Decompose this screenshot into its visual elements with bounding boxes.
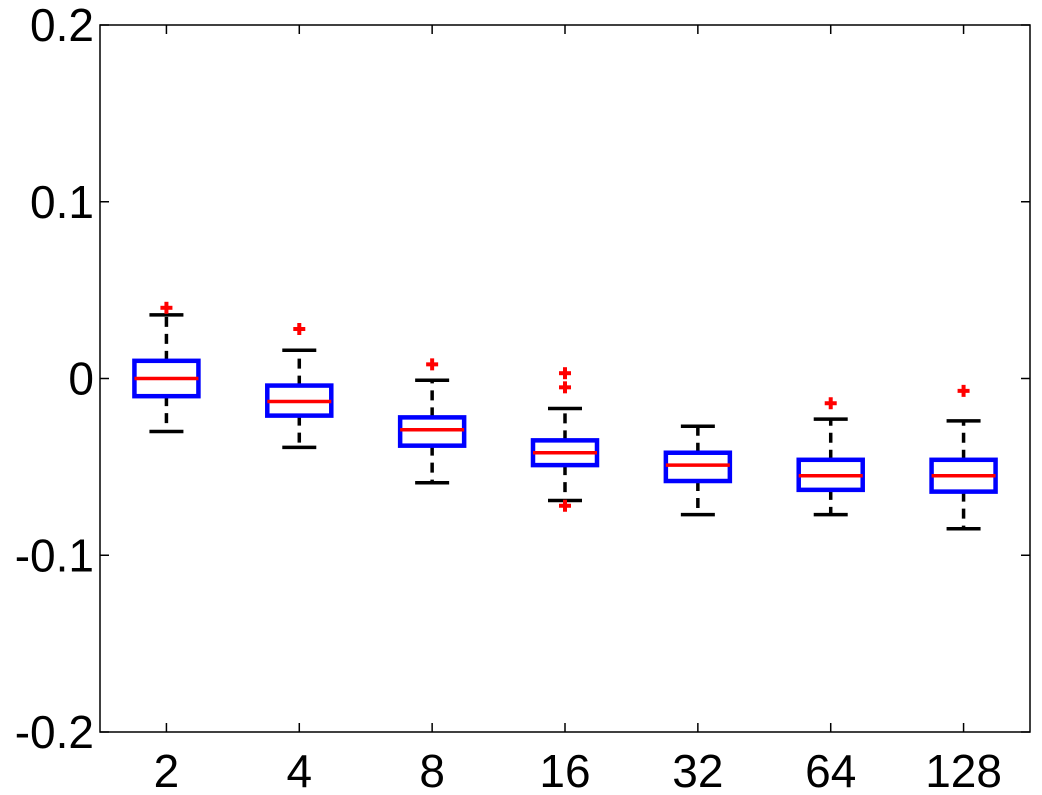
outlier-marker [559, 381, 571, 394]
x-tick-label: 4 [286, 745, 312, 795]
box-group-32 [663, 424, 733, 517]
x-tick-label: 32 [672, 745, 723, 795]
x-tick-label: 128 [925, 745, 1002, 795]
box-group-8 [397, 358, 467, 485]
outlier-marker [160, 301, 173, 314]
y-tick-label: -0.1 [15, 529, 94, 581]
outlier-marker [559, 367, 571, 380]
box-group-64 [796, 397, 865, 517]
y-tick-label: 0.1 [30, 176, 94, 228]
y-tick-label: 0 [68, 353, 94, 405]
outlier-marker [824, 397, 837, 410]
x-tick-label: 2 [154, 745, 180, 795]
iqr-box [397, 415, 467, 448]
x-tick-label: 8 [419, 745, 445, 795]
box-group-16 [530, 367, 600, 512]
outlier-marker [426, 358, 439, 371]
x-axis-ticks: 2 4 8 16 32 64 128 [154, 25, 1002, 795]
y-axis-ticks: -0.2 -0.1 0 0.1 0.2 [15, 0, 1030, 758]
box-group-2 [132, 301, 201, 434]
axes-frame [99, 24, 1031, 733]
iqr-box [663, 450, 733, 484]
x-tick-label: 64 [805, 745, 856, 795]
box-group-4 [265, 323, 334, 450]
x-tick-label: 16 [539, 745, 590, 795]
boxplot-series [132, 301, 998, 531]
outlier-marker [559, 499, 571, 512]
outlier-marker [957, 384, 970, 397]
box-group-128 [929, 384, 998, 531]
outlier-marker [293, 323, 306, 336]
y-tick-label: 0.2 [30, 0, 94, 51]
y-tick-label: -0.2 [15, 706, 94, 758]
